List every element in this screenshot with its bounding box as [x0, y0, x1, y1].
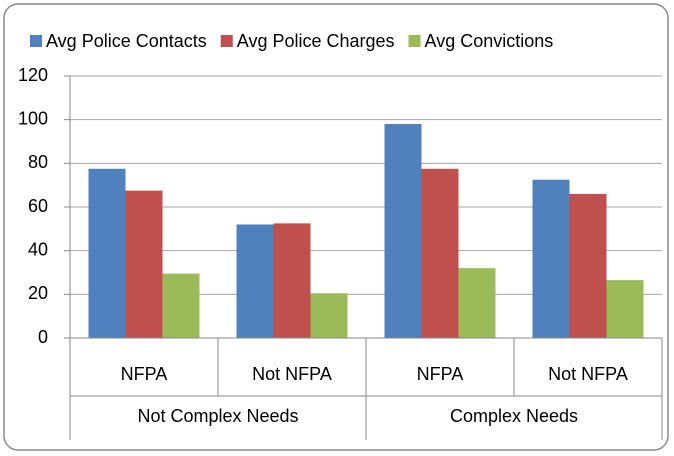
- y-tick-label: 120: [18, 65, 48, 85]
- y-tick-label: 80: [28, 152, 48, 172]
- bar: [236, 224, 274, 338]
- legend-swatch: [30, 35, 42, 47]
- y-tick-label: 20: [28, 283, 48, 303]
- legend-label: Avg Convictions: [425, 31, 554, 51]
- group-label: Complex Needs: [450, 406, 578, 426]
- bar: [569, 193, 607, 338]
- legend-label: Avg Police Charges: [237, 31, 395, 51]
- bar: [125, 190, 163, 338]
- x-tick-label: NFPA: [417, 364, 464, 384]
- y-tick-label: 100: [18, 108, 48, 128]
- legend-label: Avg Police Contacts: [46, 31, 207, 51]
- bar: [606, 280, 644, 338]
- bar: [421, 168, 459, 338]
- bar: [162, 273, 200, 338]
- y-tick-label: 40: [28, 239, 48, 259]
- bar: [458, 268, 496, 338]
- x-tick-label: NFPA: [121, 364, 168, 384]
- y-tick-label: 60: [28, 196, 48, 216]
- group-label: Not Complex Needs: [137, 406, 298, 426]
- legend-swatch: [408, 35, 421, 47]
- bar: [88, 168, 126, 338]
- y-tick-label: 0: [38, 327, 48, 347]
- x-tick-label: Not NFPA: [252, 364, 332, 384]
- legend-swatch: [220, 35, 233, 47]
- bar: [273, 223, 311, 338]
- bar: [532, 179, 570, 338]
- bar: [384, 124, 422, 339]
- bar: [310, 293, 348, 338]
- x-tick-label: Not NFPA: [548, 364, 628, 384]
